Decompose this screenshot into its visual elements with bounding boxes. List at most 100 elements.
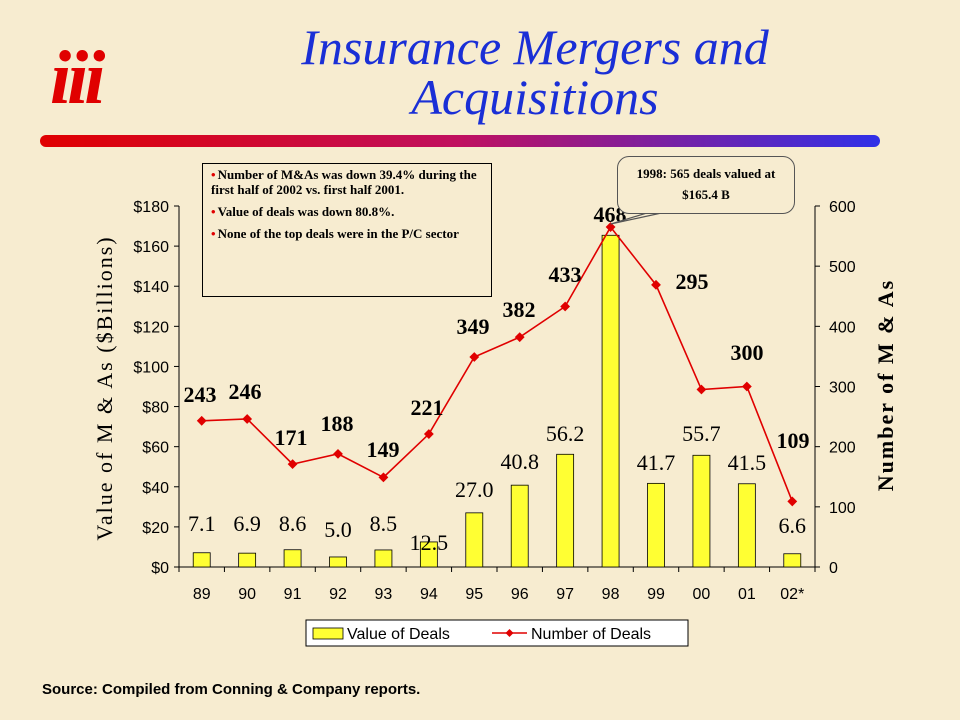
y-tick-label-left: $20 xyxy=(142,520,169,537)
bar xyxy=(238,552,257,568)
y-tick-label-left: $40 xyxy=(142,480,169,497)
x-tick-label: 92 xyxy=(329,586,347,603)
y-tick-label-left: $120 xyxy=(133,319,169,336)
y-tick-label-left: $180 xyxy=(133,199,169,216)
y-tick-label-right: 500 xyxy=(829,259,856,276)
line-marker xyxy=(333,448,343,459)
y-tick-label-left: $140 xyxy=(133,279,169,296)
x-tick-label: 93 xyxy=(375,586,393,603)
x-tick-label: 96 xyxy=(511,586,529,603)
line-value-label: 109 xyxy=(777,428,810,453)
x-tick-label: 89 xyxy=(193,586,211,603)
line-marker xyxy=(423,429,434,439)
y-tick-label-right: 600 xyxy=(829,199,856,216)
title-divider xyxy=(40,135,880,147)
bar xyxy=(601,234,620,568)
y-tick-label-left: $0 xyxy=(151,560,169,577)
x-tick-label: 02* xyxy=(780,586,804,603)
line-marker xyxy=(378,472,389,483)
y-tick-label-right: 300 xyxy=(829,380,856,397)
line-value-label: 221 xyxy=(411,395,444,420)
x-tick-label: 94 xyxy=(420,586,438,603)
bar xyxy=(783,553,802,568)
line-marker xyxy=(560,301,571,312)
source-note: Source: Compiled from Conning & Company … xyxy=(42,681,421,698)
x-tick-label: 99 xyxy=(647,586,665,603)
y-axis-title-left: Value of M & As ($Billions) xyxy=(92,235,117,540)
line-value-label: 433 xyxy=(549,262,582,287)
bar xyxy=(374,549,393,568)
y-tick-label-right: 0 xyxy=(829,560,838,577)
notes-box: • Number of M&As was down 39.4% during th… xyxy=(202,163,492,297)
note-item: • None of the top deals were in the P/C s… xyxy=(211,226,459,241)
bar-value-label: 40.8 xyxy=(500,449,539,474)
legend-line-marker xyxy=(505,629,514,637)
bar xyxy=(737,483,756,568)
note-item: • Number of M&As was down 39.4% during th… xyxy=(211,167,477,197)
legend-label-value: Value of Deals xyxy=(347,626,450,643)
line-marker xyxy=(514,332,525,343)
bar xyxy=(419,541,438,568)
bar xyxy=(283,549,302,568)
bar xyxy=(692,454,711,568)
line-value-label: 349 xyxy=(457,314,490,339)
bar-value-label: 6.9 xyxy=(233,511,261,536)
line-value-label: 149 xyxy=(367,437,400,462)
line-marker xyxy=(605,222,616,232)
line-value-label: 300 xyxy=(731,340,764,365)
bar xyxy=(647,482,665,568)
bar-value-label: 12.5 xyxy=(410,530,449,555)
x-tick-label: 95 xyxy=(465,586,483,603)
bar-value-label: 5.0 xyxy=(324,517,352,542)
y-tick-label-left: $80 xyxy=(142,400,169,417)
x-tick-label: 90 xyxy=(238,586,256,603)
page-title: Insurance Mergers and Acquisitions xyxy=(301,19,769,125)
legend-box xyxy=(305,619,689,647)
bar-value-label: 41.7 xyxy=(637,450,676,475)
y-axis-title-right: Number of M & As xyxy=(873,279,898,491)
bar xyxy=(510,484,529,568)
line-marker xyxy=(196,415,207,426)
bar-value-label: 8.5 xyxy=(370,511,398,536)
line-value-label: 243 xyxy=(184,382,217,407)
line-marker xyxy=(287,459,298,470)
bar-value-label: 56.2 xyxy=(546,421,585,446)
x-tick-label: 01 xyxy=(738,586,756,603)
bar-value-label: 7.1 xyxy=(188,511,216,536)
y-tick-label-right: 200 xyxy=(829,440,856,457)
line-value-label: 246 xyxy=(229,379,262,404)
line-value-label: 382 xyxy=(503,297,536,322)
line-value-label: 188 xyxy=(321,411,354,436)
bar-value-label: 55.7 xyxy=(682,421,721,446)
note-text: Number of M&As was down 39.4% during the… xyxy=(211,167,477,197)
x-tick-label: 00 xyxy=(693,586,711,603)
bar-value-label: 41.5 xyxy=(728,450,767,475)
deals-line xyxy=(201,225,794,502)
note-text: None of the top deals were in the P/C se… xyxy=(217,226,459,241)
y-tick-label-left: $60 xyxy=(142,440,169,457)
bar-value-label: 27.0 xyxy=(455,477,494,502)
y-tick-label-left: $160 xyxy=(133,239,169,256)
line-marker xyxy=(242,414,253,424)
y-tick-label-right: 100 xyxy=(829,500,856,517)
note-item: • Value of deals was down 80.8%. xyxy=(211,204,395,219)
line-marker xyxy=(469,352,480,362)
legend-label-number: Number of Deals xyxy=(531,626,651,643)
x-tick-label: 97 xyxy=(556,586,574,603)
x-tick-label: 98 xyxy=(602,586,620,603)
note-text: Value of deals was down 80.8%. xyxy=(217,204,395,219)
bar xyxy=(465,512,484,568)
legend-bar-swatch xyxy=(312,627,344,640)
bar-value-label: 8.6 xyxy=(279,511,307,536)
line-marker xyxy=(787,496,798,507)
line-value-label: 171 xyxy=(275,425,308,450)
line-marker xyxy=(741,381,752,392)
line-marker xyxy=(651,279,661,290)
bar xyxy=(556,453,575,568)
bar-value-label: 6.6 xyxy=(779,513,807,538)
y-tick-label-left: $100 xyxy=(133,359,169,376)
bar xyxy=(192,552,211,568)
y-tick-label-right: 400 xyxy=(829,319,856,336)
line-value-label: 295 xyxy=(676,269,709,294)
